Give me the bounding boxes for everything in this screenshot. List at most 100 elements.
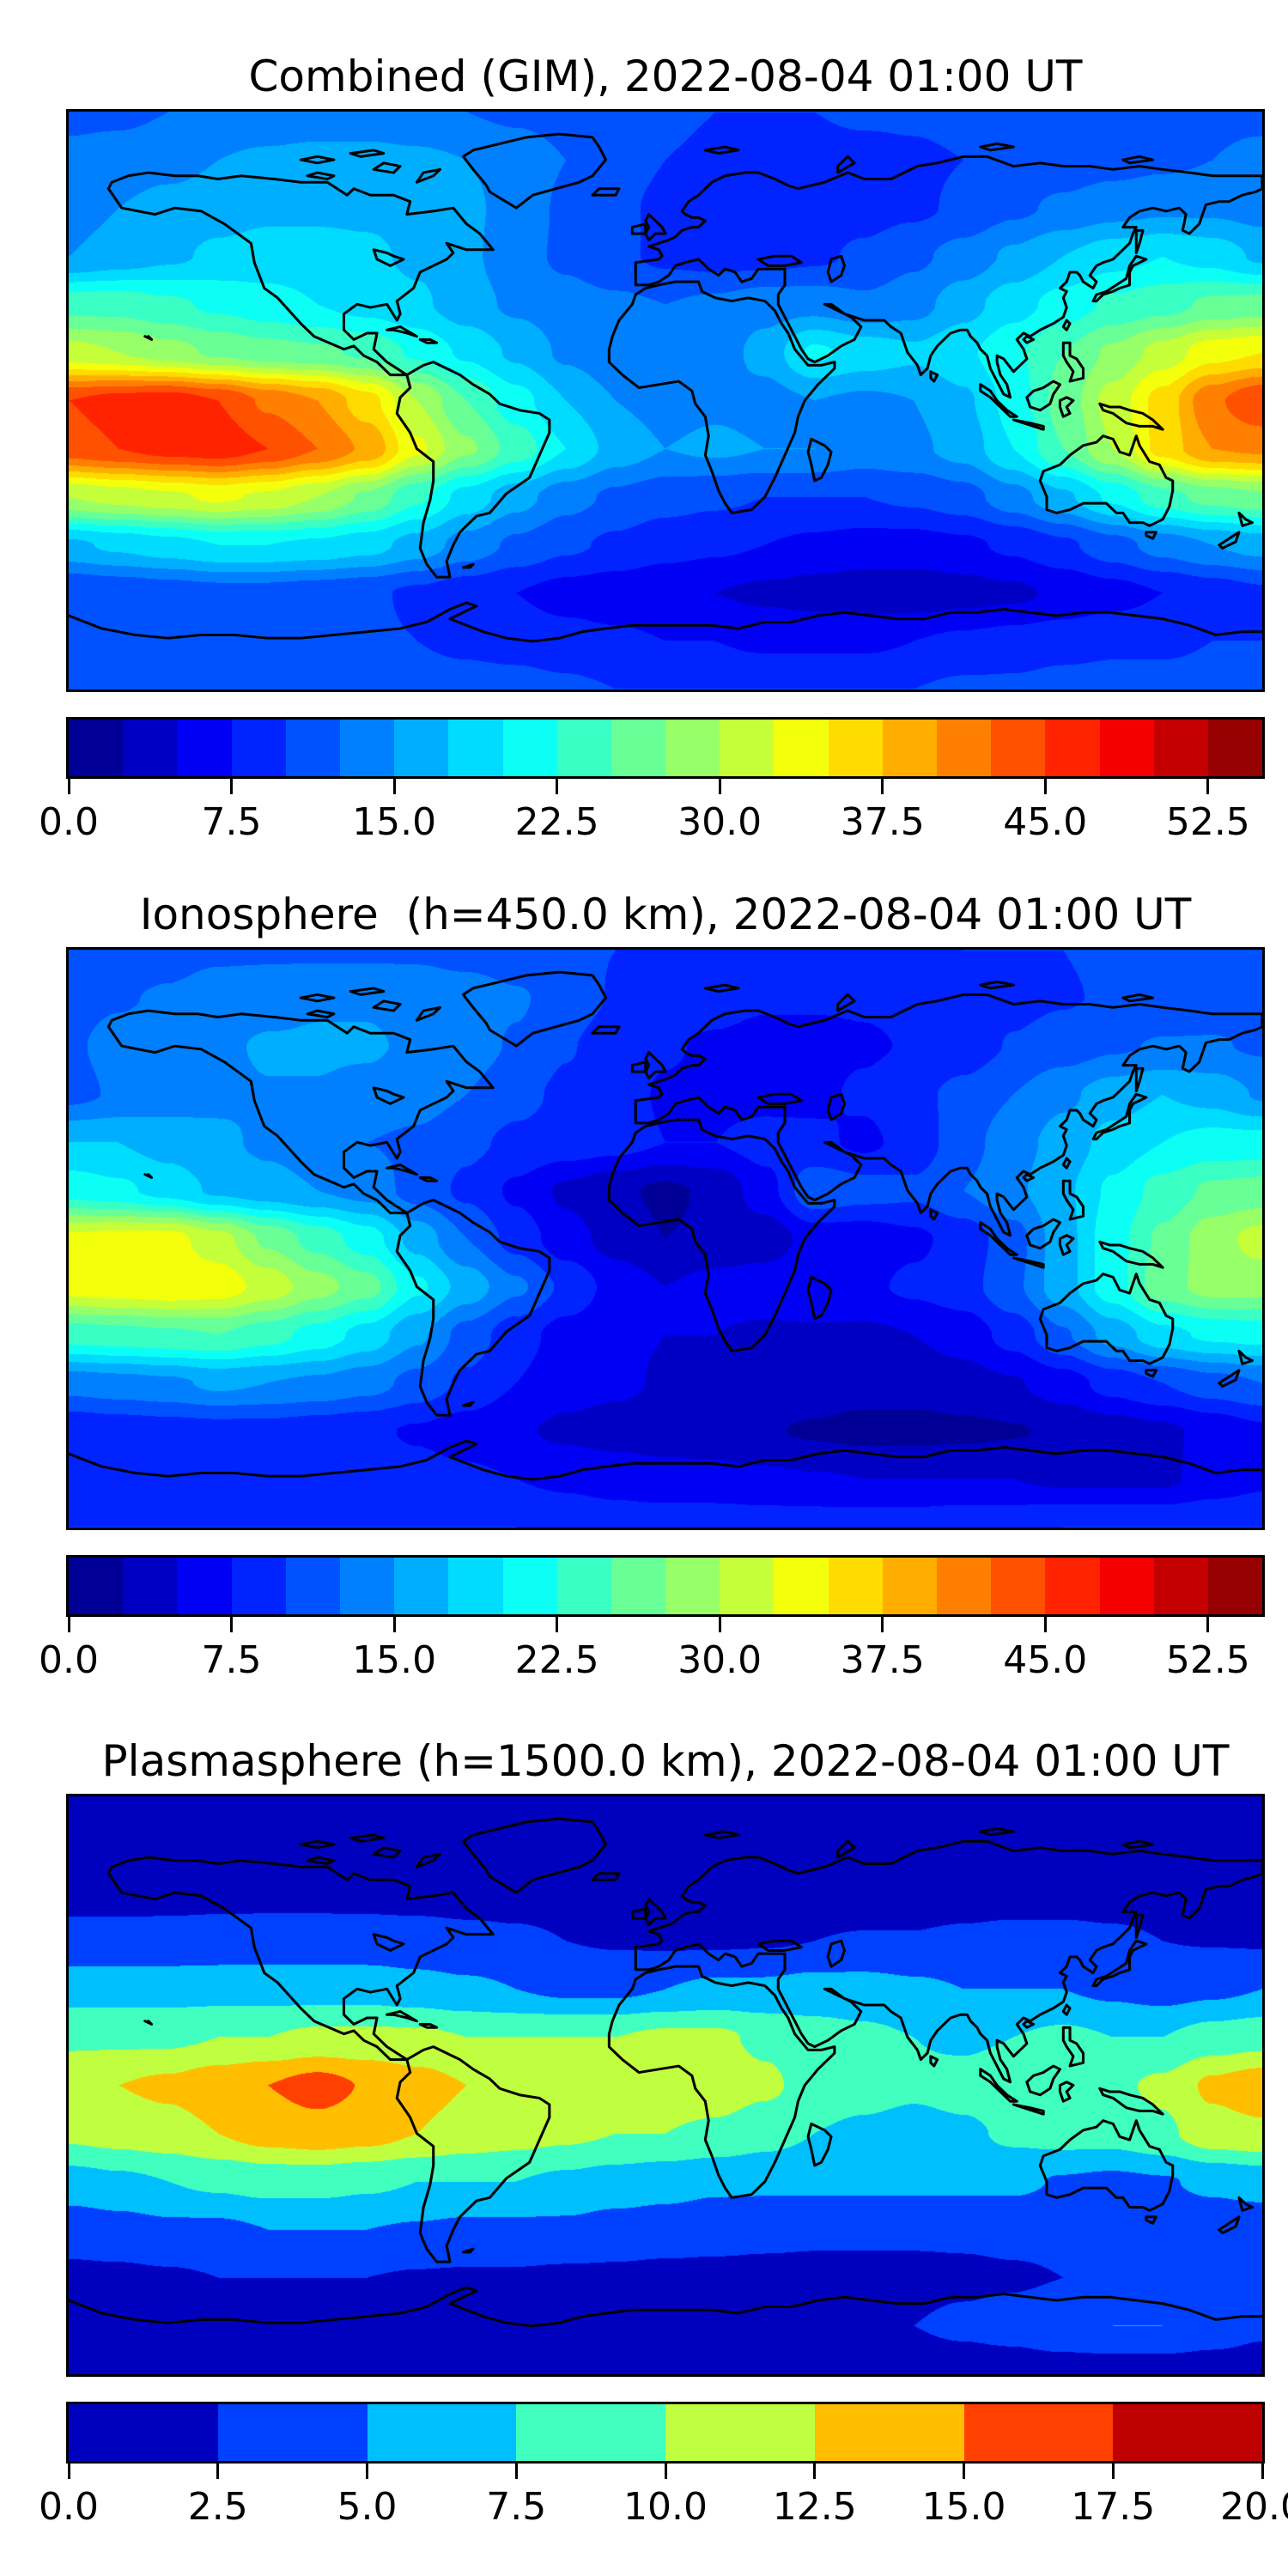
colorbar-segment xyxy=(217,2404,368,2461)
colorbar-tick-label: 15.0 xyxy=(352,1638,437,1682)
colorbar-segment xyxy=(367,2404,517,2461)
colorbar-tick-label: 37.5 xyxy=(840,800,925,844)
colorbar-tick-label: 12.5 xyxy=(772,2485,857,2529)
colorbar-tick xyxy=(67,779,70,794)
colorbar-combined xyxy=(66,717,1265,779)
colorbar-segment xyxy=(231,1558,286,1614)
colorbar-tick-label: 52.5 xyxy=(1165,800,1250,844)
colorbar-tick xyxy=(1206,779,1210,794)
colorbar-segment xyxy=(1153,720,1208,776)
colorbar-tick-label: 20.0 xyxy=(1220,2485,1288,2529)
colorbar-segment xyxy=(774,720,829,776)
panel-combined-gim: Combined (GIM), 2022-08-04 01:00 UT 0.0 7… xyxy=(39,52,1265,851)
colorbar-segment xyxy=(69,1558,124,1614)
colorbar-tick-label: 7.5 xyxy=(201,800,262,844)
colorbar-segment xyxy=(665,2404,815,2461)
coastline-path xyxy=(69,970,1262,1481)
coastline-svg xyxy=(69,132,1262,643)
panel-plasmasphere: Plasmasphere (h=1500.0 km), 2022-08-04 0… xyxy=(39,1736,1288,2536)
colorbar-segment xyxy=(611,1558,666,1614)
colorbar-segment xyxy=(394,720,449,776)
panel-ionosphere: Ionosphere (h=450.0 km), 2022-08-04 01:0… xyxy=(39,890,1265,1689)
colorbar-labels-plasmasphere: 0.0 2.5 5.0 7.5 10.0 12.5 15.0 17.5 20.0 xyxy=(39,2485,1288,2530)
colorbar-segment xyxy=(828,1558,883,1614)
panel-title-plasmasphere: Plasmasphere (h=1500.0 km), 2022-08-04 0… xyxy=(101,1736,1230,1786)
colorbar-segment xyxy=(516,2404,665,2461)
panel-title-ionosphere: Ionosphere (h=450.0 km), 2022-08-04 01:0… xyxy=(139,890,1192,939)
heatmap-canvas-plasmasphere xyxy=(69,1796,1262,2374)
colorbar-segment xyxy=(448,720,503,776)
colorbar-tick xyxy=(556,1617,559,1632)
colorbar-segment xyxy=(339,720,395,776)
colorbar-segment xyxy=(814,2404,964,2461)
colorbar-segment xyxy=(1045,1558,1100,1614)
colorbar-segment xyxy=(611,720,666,776)
colorbar-segment xyxy=(339,1558,395,1614)
colorbar-tick xyxy=(67,2464,70,2479)
coastline-svg xyxy=(69,1817,1262,2328)
colorbar-tick xyxy=(216,2464,220,2479)
colorbar-segment xyxy=(937,1558,992,1614)
panel-title-combined: Combined (GIM), 2022-08-04 01:00 UT xyxy=(248,52,1083,101)
colorbar-segment xyxy=(882,1558,937,1614)
colorbar-segment xyxy=(177,720,232,776)
colorbar-tick-label: 0.0 xyxy=(39,2485,99,2529)
colorbar-tick-label: 5.0 xyxy=(337,2485,398,2529)
colorbar-tick xyxy=(881,779,884,794)
colorbar-segment xyxy=(665,1558,720,1614)
colorbar-tick-label: 45.0 xyxy=(1003,1638,1088,1682)
colorbar-tick xyxy=(366,2464,368,2479)
colorbar-tick xyxy=(1206,1617,1210,1632)
colorbar-segment xyxy=(556,720,611,776)
colorbar-plasmasphere xyxy=(66,2402,1265,2464)
heatmap-canvas-ionosphere xyxy=(69,950,1262,1528)
colorbar-segment xyxy=(502,1558,557,1614)
coastline-path xyxy=(69,132,1262,643)
colorbar-segment xyxy=(1099,720,1154,776)
colorbar-tick-label: 22.5 xyxy=(514,1638,599,1682)
colorbar-tick-label: 37.5 xyxy=(840,1638,925,1682)
colorbar-tick-label: 2.5 xyxy=(187,2485,248,2529)
colorbar-segment xyxy=(69,2404,218,2461)
colorbar-tick xyxy=(230,779,234,794)
colorbar-segment xyxy=(1113,2404,1262,2461)
colorbar-segment xyxy=(882,720,937,776)
colorbar-segment xyxy=(991,1558,1046,1614)
colorbar-tick xyxy=(1043,779,1047,794)
colorbar-tick-label: 30.0 xyxy=(677,1638,762,1682)
map-combined xyxy=(66,109,1265,692)
colorbar-tick-label: 15.0 xyxy=(921,2485,1006,2529)
colorbar-segment xyxy=(720,720,775,776)
colorbar-tick xyxy=(1043,1617,1047,1632)
colorbar-tick-label: 45.0 xyxy=(1003,800,1088,844)
colorbar-ticks-ionosphere xyxy=(66,1617,1265,1634)
colorbar-tick xyxy=(718,1617,721,1632)
colorbar-tick xyxy=(963,2464,965,2479)
colorbar-tick-label: 17.5 xyxy=(1071,2485,1156,2529)
colorbar-segment xyxy=(774,1558,829,1614)
colorbar-segment xyxy=(937,720,992,776)
coastline-path xyxy=(69,1817,1262,2328)
colorbar-tick-label: 10.0 xyxy=(623,2485,708,2529)
colorbar-segment xyxy=(720,1558,775,1614)
colorbar-segment xyxy=(394,1558,449,1614)
colorbar-tick xyxy=(718,779,721,794)
colorbar-tick-label: 7.5 xyxy=(201,1638,262,1682)
colorbar-tick xyxy=(664,2464,667,2479)
colorbar-ticks-combined xyxy=(66,779,1265,796)
colorbar-segment xyxy=(69,720,124,776)
colorbar-tick-label: 15.0 xyxy=(352,800,437,844)
colorbar-labels-ionosphere: 0.0 7.5 15.0 22.5 30.0 37.5 45.0 52.5 xyxy=(39,1638,1265,1684)
colorbar-tick xyxy=(556,779,559,794)
colorbar-segment xyxy=(285,720,340,776)
colorbar-tick-label: 7.5 xyxy=(486,2485,547,2529)
colorbar-segment xyxy=(502,720,557,776)
colorbar-segment xyxy=(991,720,1046,776)
colorbar-tick xyxy=(1261,2464,1264,2479)
colorbar-segment xyxy=(1099,1558,1154,1614)
colorbar-tick xyxy=(67,1617,70,1632)
colorbar-tick-label: 30.0 xyxy=(677,800,762,844)
colorbar-tick xyxy=(881,1617,884,1632)
coastline-svg xyxy=(69,970,1262,1481)
